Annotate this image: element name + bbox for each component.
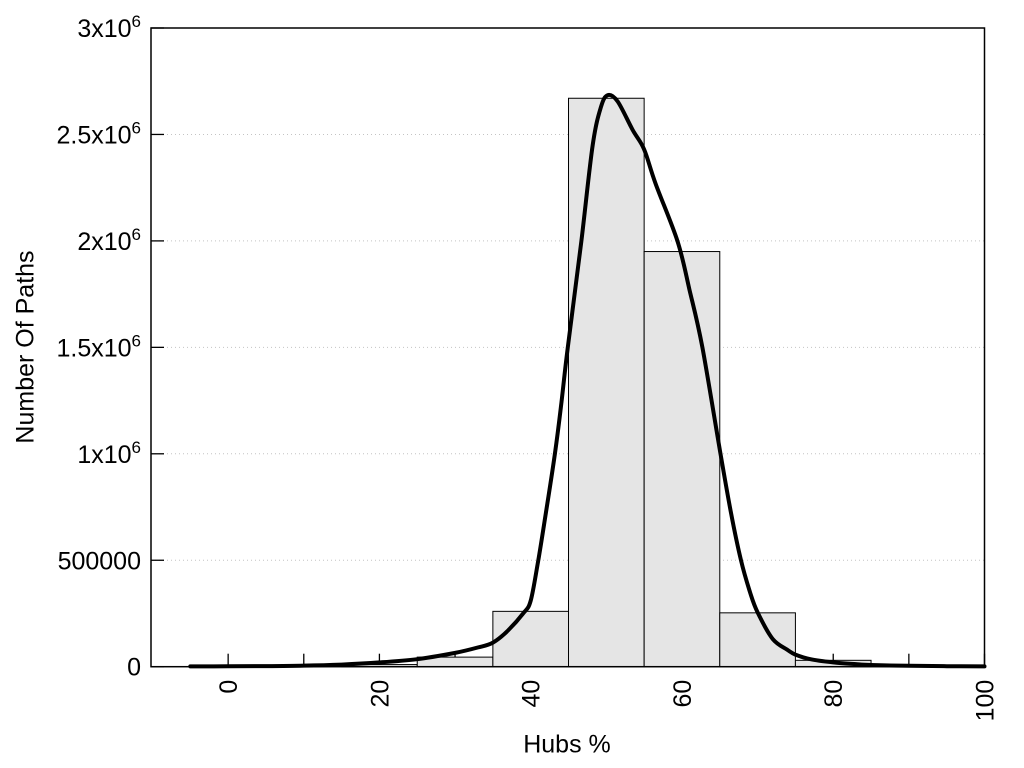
histogram-bar xyxy=(492,610,570,668)
y-tick-label: 0 xyxy=(127,654,141,682)
fit-curve xyxy=(188,92,987,669)
y-tick-label-exponent: 6 xyxy=(132,225,141,244)
y-tick-label: 1.5x106 xyxy=(56,331,141,362)
histogram-bar xyxy=(643,251,721,668)
y-tick-label: 1x106 xyxy=(77,438,141,469)
y-tick-label-base: 2x10 xyxy=(77,228,131,256)
y-tick-label-base: 1x10 xyxy=(77,441,131,469)
histogram-bar xyxy=(719,612,796,668)
x-tick-label: 40 xyxy=(518,680,546,708)
plot-border xyxy=(150,27,986,668)
x-tick-label: 60 xyxy=(669,680,697,708)
x-tick-label: 0 xyxy=(215,680,243,694)
y-tick-label-base: 3x10 xyxy=(77,15,131,43)
y-tick-label-exponent: 6 xyxy=(132,438,141,457)
y-tick-label-exponent: 6 xyxy=(132,118,141,137)
histogram-bar xyxy=(568,97,645,668)
y-tick-label-base: 0 xyxy=(127,654,141,682)
y-tick-label-exponent: 6 xyxy=(132,331,141,350)
x-tick-label: 80 xyxy=(820,680,848,708)
y-tick-label: 500000 xyxy=(58,547,141,575)
y-tick-label: 3x106 xyxy=(77,12,141,43)
y-tick-label-base: 500000 xyxy=(58,547,141,575)
x-axis-title: Hubs % xyxy=(523,730,611,759)
y-tick-label-base: 2.5x10 xyxy=(56,121,131,149)
y-tick-label: 2x106 xyxy=(77,225,141,256)
x-tick-label: 100 xyxy=(972,680,1000,722)
y-tick-label: 2.5x106 xyxy=(56,118,141,149)
y-tick-label-exponent: 6 xyxy=(132,12,141,31)
x-tick-label: 20 xyxy=(366,680,394,708)
y-axis-title: Number Of Paths xyxy=(11,250,40,444)
y-tick-label-base: 1.5x10 xyxy=(56,334,131,362)
